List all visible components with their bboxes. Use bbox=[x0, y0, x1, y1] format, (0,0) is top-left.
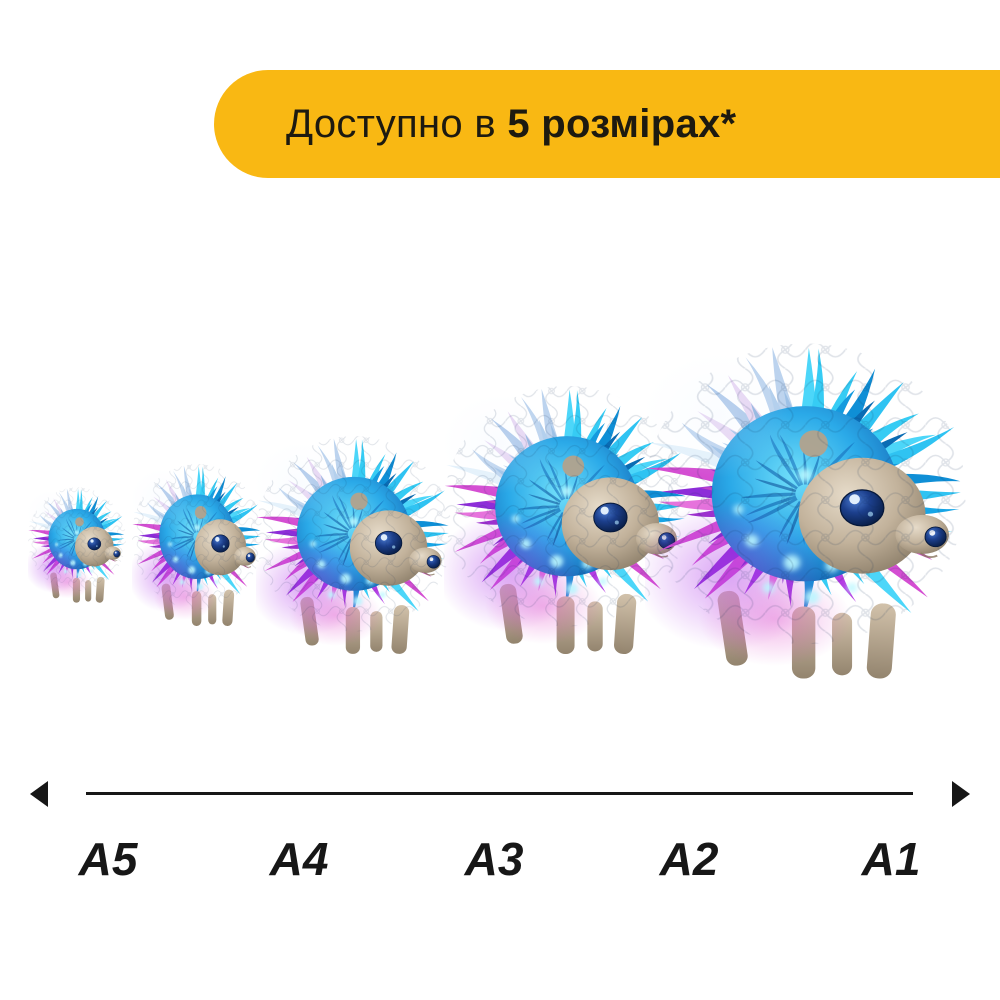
hedgehog-image-a3 bbox=[256, 428, 460, 662]
banner-text-highlight: 5 розмірах* bbox=[507, 101, 737, 146]
scale-line bbox=[86, 792, 913, 795]
banner-text: Доступно в bbox=[286, 101, 508, 146]
hedgehog-image-a4 bbox=[132, 458, 268, 632]
availability-banner: Доступно в 5 розмірах* bbox=[214, 70, 1000, 178]
size-label-a4: A4 bbox=[269, 833, 329, 885]
arrow-left-icon bbox=[30, 781, 48, 807]
size-label-a1: A1 bbox=[861, 833, 921, 885]
size-label-a5: A5 bbox=[78, 833, 138, 885]
size-label-a2: A2 bbox=[659, 833, 719, 885]
hedgehog-image-a5 bbox=[28, 483, 130, 607]
hedgehog-image-a1 bbox=[645, 331, 979, 691]
arrow-right-icon bbox=[952, 781, 970, 807]
size-label-a3: A3 bbox=[464, 833, 524, 885]
